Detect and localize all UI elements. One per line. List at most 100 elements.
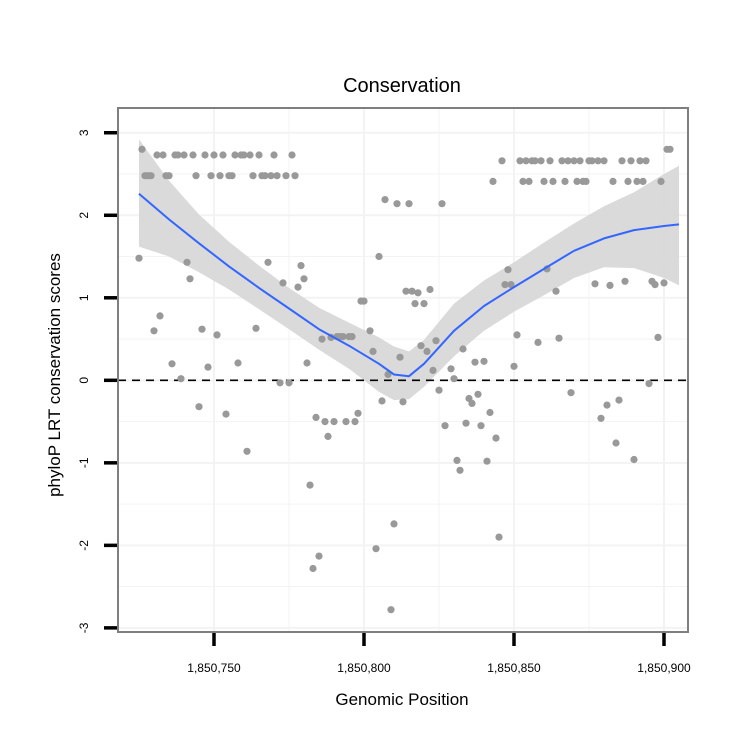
data-point [480, 357, 488, 365]
data-point [180, 151, 188, 159]
data-point [276, 379, 284, 387]
y-axis-title: phyloP LRT conservation scores [45, 253, 64, 497]
data-point [471, 358, 479, 366]
data-point [222, 410, 230, 418]
data-point [570, 157, 578, 165]
data-point [495, 533, 503, 541]
data-point [306, 481, 314, 489]
data-point [666, 145, 674, 153]
x-tick-label: 1,850,800 [337, 661, 391, 675]
data-point [372, 545, 380, 553]
data-point [378, 397, 386, 405]
data-point [633, 177, 641, 185]
y-axis-ticks: -3 -2 -1 0 1 2 3 [77, 129, 117, 633]
data-point [231, 151, 239, 159]
data-point [303, 359, 311, 367]
data-point [216, 172, 224, 180]
data-point [450, 375, 458, 383]
data-point [195, 403, 203, 411]
data-point [318, 335, 326, 343]
data-point [453, 456, 461, 464]
data-point [255, 151, 263, 159]
data-point [279, 279, 287, 287]
data-point [555, 334, 563, 342]
data-point [387, 606, 395, 614]
data-point [594, 157, 602, 165]
chart-title: Conservation [343, 75, 461, 97]
data-point [399, 398, 407, 406]
data-point [600, 157, 608, 165]
data-point [639, 177, 647, 185]
data-point [240, 151, 248, 159]
plot-frame [117, 107, 689, 633]
data-point [183, 258, 191, 266]
data-point [576, 157, 584, 165]
data-point [189, 151, 197, 159]
data-point [354, 409, 362, 417]
smooth-line [138, 193, 680, 378]
y-tick-label: 3 [77, 129, 91, 136]
x-tick-label: 1,850,900 [637, 661, 691, 675]
data-points [135, 145, 674, 614]
data-point [636, 157, 644, 165]
data-point [429, 366, 437, 374]
data-point [414, 289, 422, 297]
data-point [567, 389, 575, 397]
data-point [549, 177, 557, 185]
data-point [375, 252, 383, 261]
data-point [654, 333, 662, 341]
data-point [519, 177, 527, 185]
data-point [405, 200, 413, 208]
data-point [210, 151, 218, 159]
data-point [588, 157, 596, 165]
data-point [612, 439, 620, 447]
data-point [282, 172, 290, 180]
data-point [573, 177, 581, 185]
data-point [615, 396, 623, 404]
data-point [186, 275, 194, 283]
data-point [264, 258, 272, 266]
data-point [483, 457, 491, 465]
confidence-band-area [139, 139, 679, 401]
data-point [489, 177, 497, 185]
data-point [606, 281, 614, 289]
data-point [618, 157, 626, 165]
data-point [645, 380, 653, 388]
data-point [642, 157, 650, 165]
data-point [369, 347, 377, 355]
data-point [462, 419, 470, 427]
data-point [309, 564, 317, 573]
data-point [432, 337, 440, 345]
data-point [423, 347, 431, 355]
data-point [468, 399, 476, 407]
data-point [621, 277, 629, 285]
data-point [213, 331, 221, 339]
data-point [582, 177, 590, 185]
data-point [417, 342, 425, 350]
data-point [456, 466, 464, 474]
data-point [441, 422, 449, 430]
data-point [438, 200, 446, 208]
data-point [435, 386, 443, 394]
data-point [153, 151, 161, 159]
data-point [624, 177, 632, 185]
x-tick-label: 1,850,750 [187, 661, 241, 675]
data-point [234, 359, 242, 367]
data-point [492, 434, 500, 442]
data-point [447, 365, 455, 373]
data-point [501, 281, 509, 289]
data-point [138, 145, 146, 153]
data-point [651, 281, 659, 289]
y-tick-label: 2 [77, 212, 91, 219]
x-tick-label: 1,850,850 [487, 661, 541, 675]
data-point [261, 172, 269, 180]
data-point [396, 353, 404, 361]
data-point [312, 413, 320, 421]
data-point [156, 312, 164, 320]
data-point [201, 151, 209, 159]
data-point [288, 151, 296, 159]
data-point [339, 333, 347, 341]
data-point [342, 418, 350, 426]
data-point [330, 418, 338, 426]
data-point [192, 172, 200, 180]
